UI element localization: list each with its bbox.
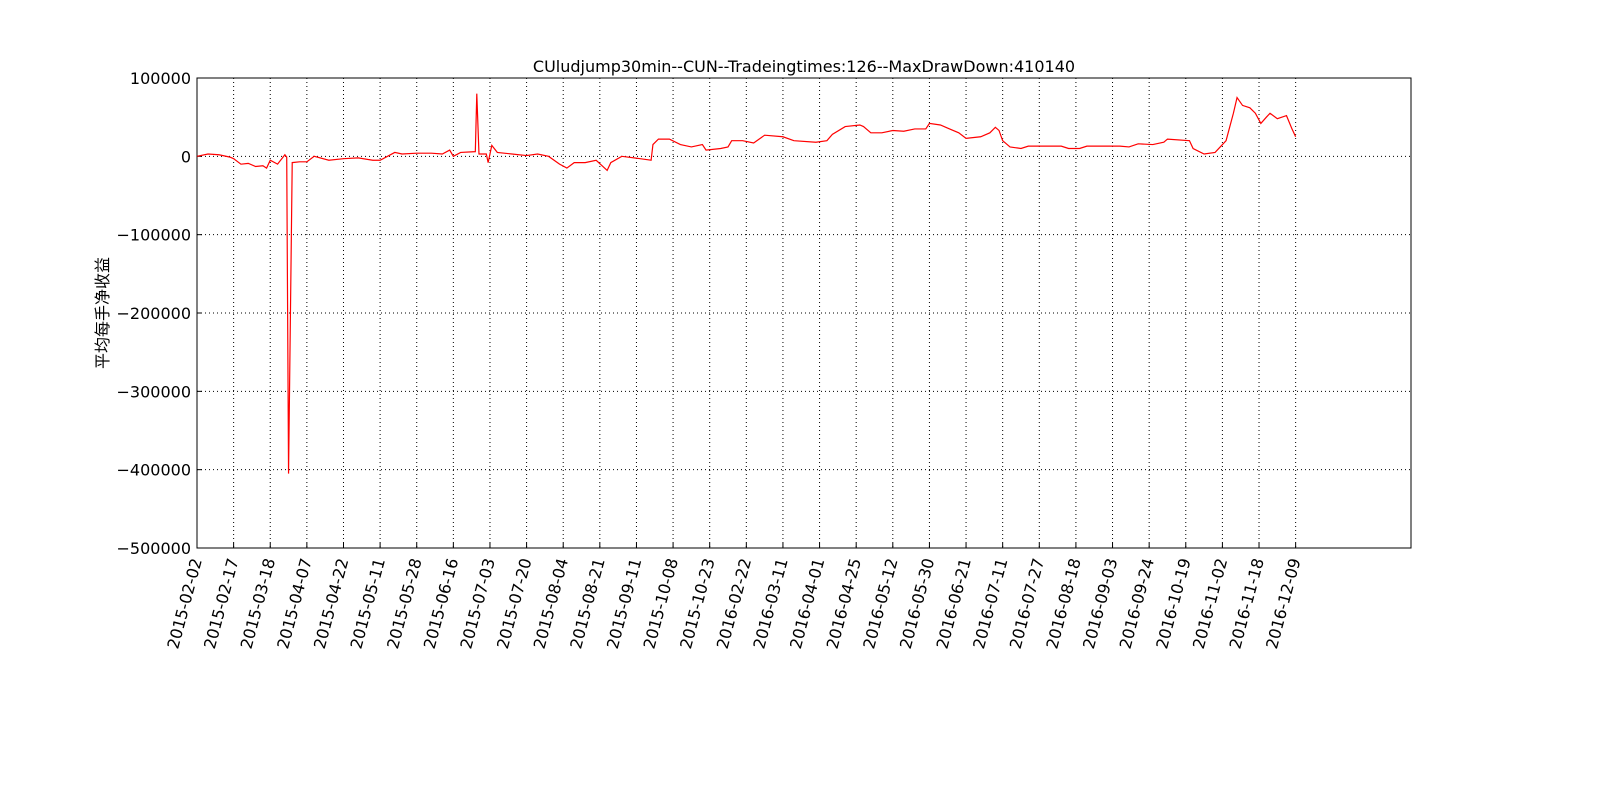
y-tick-label: 0: [181, 147, 191, 166]
y-tick-label: −200000: [117, 304, 191, 323]
line: [196, 93, 1297, 474]
y-tick-label: −400000: [117, 461, 191, 480]
y-axis-label: 平均每手净收益: [93, 257, 112, 369]
y-tick-label: 100000: [130, 69, 191, 88]
y-tick-label: −300000: [117, 382, 191, 401]
y-tick-label: −500000: [117, 539, 191, 558]
y-tick-label: −100000: [117, 226, 191, 245]
plot-frame: [196, 77, 1412, 549]
chart-title: CUludjump30min--CUN--Tradeingtimes:126--…: [533, 57, 1075, 76]
